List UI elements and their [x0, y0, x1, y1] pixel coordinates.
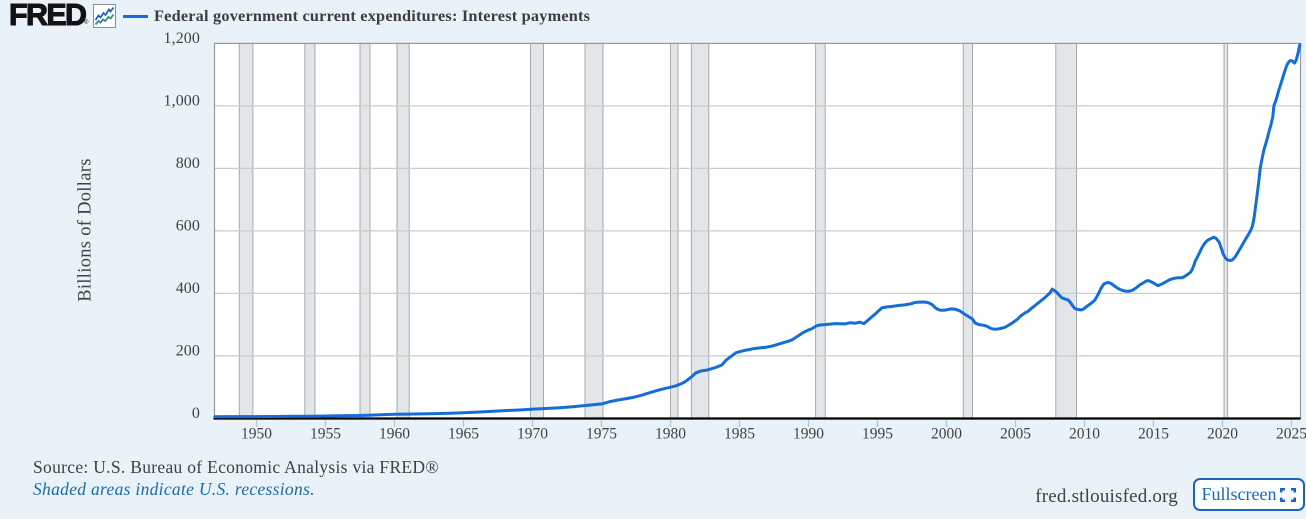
svg-text:2000: 2000	[931, 426, 962, 443]
svg-text:1990: 1990	[793, 426, 824, 443]
svg-text:1995: 1995	[862, 426, 893, 443]
svg-text:1985: 1985	[724, 426, 755, 443]
svg-text:600: 600	[176, 218, 200, 235]
svg-text:1965: 1965	[448, 426, 479, 443]
svg-text:2015: 2015	[1138, 426, 1169, 443]
svg-text:0: 0	[192, 405, 200, 422]
svg-text:200: 200	[176, 343, 200, 360]
svg-text:1980: 1980	[655, 426, 686, 443]
svg-text:1,000: 1,000	[164, 93, 201, 110]
svg-text:1960: 1960	[379, 426, 410, 443]
svg-text:1970: 1970	[517, 426, 548, 443]
svg-text:1955: 1955	[310, 426, 341, 443]
svg-text:2025: 2025	[1276, 426, 1306, 443]
svg-text:2005: 2005	[1000, 426, 1031, 443]
svg-text:1,200: 1,200	[164, 30, 201, 47]
svg-text:2020: 2020	[1207, 426, 1238, 443]
svg-text:2010: 2010	[1069, 426, 1100, 443]
svg-text:400: 400	[176, 280, 200, 297]
svg-text:1950: 1950	[241, 426, 272, 443]
svg-text:800: 800	[176, 155, 200, 172]
svg-text:1975: 1975	[586, 426, 617, 443]
